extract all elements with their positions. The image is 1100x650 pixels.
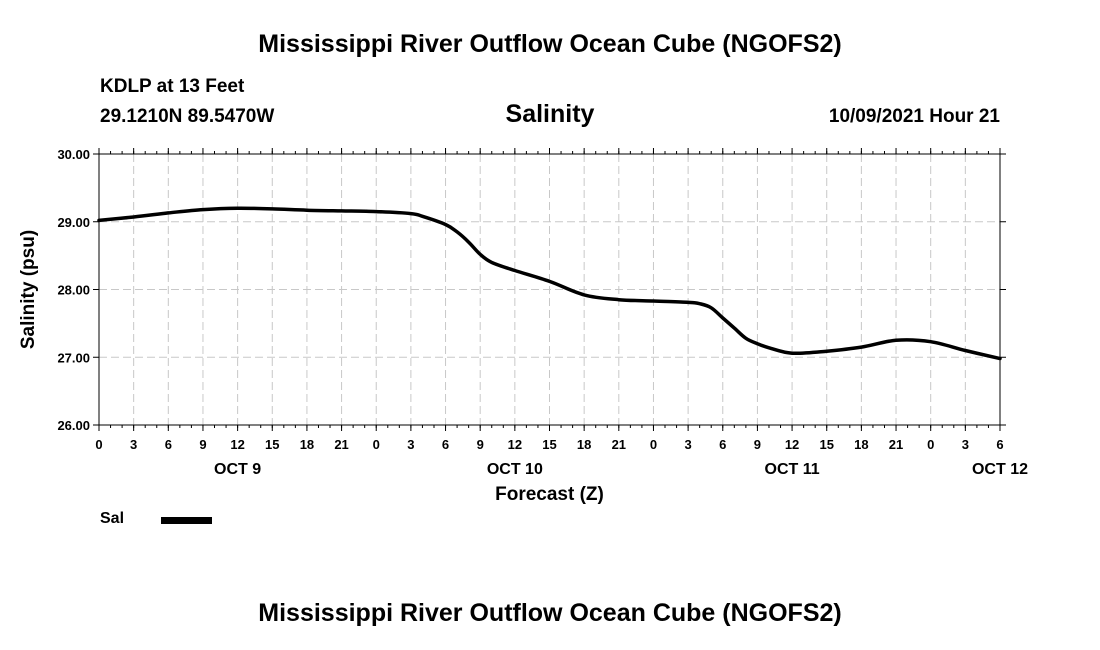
x-tick-label: 15 (542, 437, 556, 452)
x-tick-label: 9 (199, 437, 206, 452)
station-coordinates: 29.1210N 89.5470W (100, 106, 275, 127)
grid-lines (99, 154, 1000, 425)
x-tick-label: 3 (130, 437, 137, 452)
y-tick-label: 26.00 (57, 418, 90, 433)
x-tick-label: 6 (719, 437, 726, 452)
chart-title: Mississippi River Outflow Ocean Cube (NG… (258, 30, 842, 58)
footer-title: Mississippi River Outflow Ocean Cube (NG… (258, 599, 842, 627)
x-tick-label: 3 (684, 437, 691, 452)
series-line-sal (97, 206, 1002, 361)
x-tick-label: 18 (300, 437, 314, 452)
x-tick-label: 6 (165, 437, 172, 452)
x-tick-label: 6 (996, 437, 1003, 452)
x-tick-label: 6 (442, 437, 449, 452)
x-tick-label: 21 (612, 437, 626, 452)
y-tick-label: 27.00 (57, 350, 90, 365)
x-tick-label: 0 (650, 437, 657, 452)
y-tick-label: 28.00 (57, 283, 90, 298)
x-tick-label: 3 (962, 437, 969, 452)
x-tick-label: 12 (785, 437, 799, 452)
x-axis-title: Forecast (Z) (495, 484, 604, 505)
x-tick-label: 21 (889, 437, 903, 452)
x-tick-label: 0 (927, 437, 934, 452)
day-label: OCT 10 (487, 461, 543, 478)
x-tick-label: 9 (754, 437, 761, 452)
legend-label: Sal (100, 510, 125, 527)
chart-subtitle: Salinity (505, 100, 595, 128)
x-tick-label: 15 (265, 437, 279, 452)
y-tick-label: 29.00 (57, 215, 90, 230)
day-label: OCT 9 (214, 461, 261, 478)
forecast-datetime: 10/09/2021 Hour 21 (828, 106, 1000, 127)
x-tick-label: 0 (95, 437, 102, 452)
y-axis-title: Salinity (psu) (18, 230, 39, 349)
day-label: OCT 11 (765, 461, 820, 478)
x-tick-label: 15 (819, 437, 833, 452)
legend-swatch (161, 517, 212, 524)
x-tick-label: 0 (373, 437, 380, 452)
day-label: OCT 12 (972, 461, 1028, 478)
series-layer (97, 206, 1002, 361)
x-tick-label: 3 (407, 437, 414, 452)
axes (93, 148, 1006, 431)
x-tick-label: 12 (230, 437, 244, 452)
x-tick-label: 21 (334, 437, 348, 452)
x-tick-label: 12 (508, 437, 522, 452)
x-tick-label: 9 (477, 437, 484, 452)
plot-frame (98, 153, 1001, 426)
y-tick-label: 30.00 (57, 147, 90, 162)
station-label: KDLP at 13 Feet (100, 76, 245, 97)
x-tick-label: 18 (577, 437, 591, 452)
x-tick-label: 18 (854, 437, 868, 452)
axis-labels: 26.00 27.00 28.00 29.00 30.00 0 3 6 9 12 15 18 21 0 3 6… (18, 147, 1028, 505)
